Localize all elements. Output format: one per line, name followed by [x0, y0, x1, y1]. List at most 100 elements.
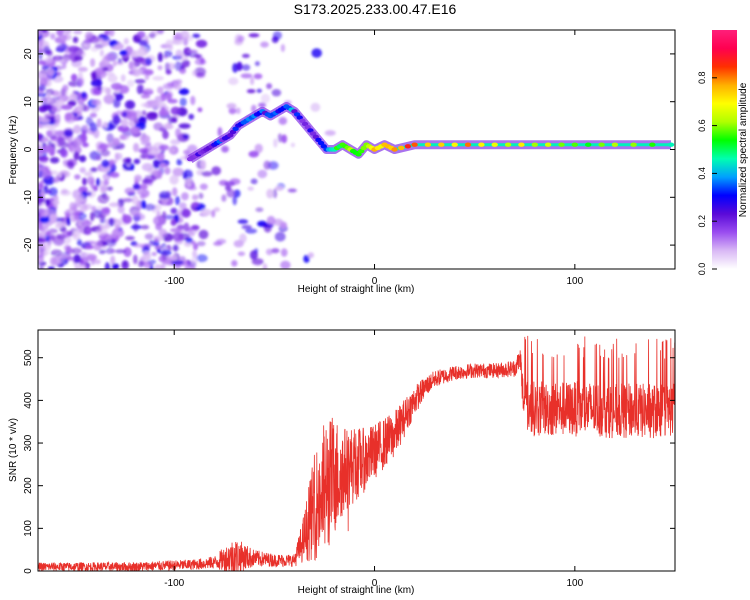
colorbar-gradient — [712, 30, 737, 269]
spectrogram-noise-blob — [228, 107, 237, 115]
spectrogram-noise-blob — [190, 95, 196, 106]
spectrogram-noise-blob — [47, 266, 55, 269]
spectrogram-noise-blob — [49, 213, 57, 223]
signal-track-point — [296, 115, 303, 120]
spectrogram-noise-blob — [50, 249, 63, 257]
spectrogram-noise-blob — [140, 94, 151, 99]
spectrogram-noise-blob — [38, 199, 42, 208]
spectrogram-noise-blob — [280, 248, 288, 257]
spectrogram-noise-blob — [73, 30, 83, 35]
spectrogram-noise-blob — [52, 199, 60, 206]
spectrogram-noise-blob — [236, 61, 243, 71]
spectrogram-noise-blob — [281, 134, 288, 144]
spectrogram-noise-blob — [133, 213, 146, 221]
spectrogram-noise-blob — [38, 30, 42, 37]
spectrogram-noise-blob — [105, 235, 112, 244]
spectrogram-noise-blob — [103, 94, 115, 105]
spectrogram-noise-blob — [267, 161, 279, 170]
spectrogram-noise-blob — [61, 188, 68, 194]
spectrogram-noise-blob — [109, 249, 116, 254]
spectrogram-noise-blob — [71, 247, 82, 255]
spectrogram-noise-blob — [122, 111, 128, 118]
spectrogram-noise-blob — [69, 202, 76, 211]
spectrogram-noise-blob — [100, 149, 111, 157]
spectrogram-noise-blob — [108, 217, 115, 227]
spectrogram-noise-blob — [112, 137, 120, 147]
spectrogram-noise-blob — [170, 227, 182, 233]
x-tick-label: -100 — [164, 578, 184, 589]
spectrogram-noise-blob — [233, 189, 241, 198]
signal-track-point — [451, 142, 458, 147]
signal-track-point — [464, 142, 472, 147]
spectrogram-noise-blob — [163, 214, 176, 220]
y-tick-label: 300 — [23, 434, 34, 451]
spectrogram-signal-track — [187, 102, 675, 163]
spectrogram-noise-blob — [165, 39, 174, 48]
spectrogram-noise-blob — [60, 148, 68, 158]
spectrogram-noise-blob — [122, 214, 132, 224]
spectrogram-noise-blob — [135, 110, 142, 118]
spectrogram-noise-blob — [46, 68, 55, 76]
spectrogram-noise-blob — [133, 158, 141, 165]
spectrogram-noise-blob — [154, 264, 163, 269]
spectrogram-noise-blob — [121, 118, 129, 128]
spectrogram-noise-blob — [97, 194, 110, 204]
spectrogram-noise-blob — [38, 114, 41, 122]
spectrogram-noise-blob — [188, 113, 195, 120]
spectrogram-noise-blob — [38, 208, 47, 216]
spectrogram-noise-blob — [148, 111, 158, 118]
spectrogram-noise-blob — [63, 30, 72, 35]
spectrogram-noise-blob — [92, 185, 98, 192]
spectrogram-noise-blob — [273, 218, 284, 226]
spectrogram-noise-blob — [72, 230, 81, 241]
y-tick-label: 20 — [23, 48, 34, 60]
signal-track-point — [358, 148, 365, 154]
spectrogram-noise-blob — [158, 228, 168, 237]
spectrogram-noise-blob — [81, 129, 87, 139]
spectrogram-noise-blob — [175, 49, 183, 59]
spectrogram-noise-blob — [241, 53, 250, 59]
spectrogram-noise-blob — [162, 83, 175, 90]
spectrogram-noise-blob — [194, 67, 206, 77]
spectrogram-noise-blob — [100, 185, 109, 192]
spectrogram-noise-blob — [211, 209, 216, 218]
signal-track-point — [315, 137, 322, 143]
spectrogram-noise-blob — [141, 163, 154, 172]
spectrogram-noise-blob — [86, 254, 98, 261]
spectrogram-noise-blob — [51, 256, 62, 266]
spectrogram-noise-blob — [157, 169, 163, 180]
spectrogram-noise-blob — [187, 49, 199, 54]
spectrogram-noise-blob — [226, 103, 237, 109]
spectrogram-noise-blob — [172, 244, 179, 252]
spectrogram-noise-blob — [165, 62, 176, 70]
signal-track-point — [299, 118, 306, 124]
spectrogram-noise-blob — [134, 79, 146, 84]
spectrogram-noise-blob — [123, 38, 129, 45]
spectrogram-noise-blob — [140, 200, 146, 209]
spectrogram-noise-blob — [159, 127, 167, 132]
spectrogram-noise-blob — [66, 161, 74, 167]
signal-track-point — [649, 142, 656, 147]
spectrogram-noise-blob — [172, 187, 178, 197]
spectrogram-noise-blob — [90, 167, 98, 173]
spectrogram-noise-blob — [79, 167, 86, 174]
spectrogram-noise-blob — [170, 208, 177, 214]
signal-track-point — [355, 152, 362, 157]
spectrogram-noise-blob — [166, 92, 172, 102]
spectrogram-noise-blob — [133, 142, 140, 153]
spectrogram-noise-blob — [131, 195, 139, 206]
spectrogram-noise-blob — [145, 57, 152, 66]
spectrogram-noise-blob — [168, 45, 174, 51]
spectrogram-noise-blob — [96, 69, 107, 79]
spectrogram-noise-blob — [114, 249, 127, 254]
spectrogram-noise-blob — [90, 58, 96, 67]
spectrogram-noise-blob — [174, 61, 183, 72]
spectrogram-noise-blob — [182, 169, 193, 180]
spectrogram-noise-blob — [190, 257, 198, 265]
spectrogram-noise-blob — [108, 202, 120, 207]
spectrogram-noise-blob — [265, 248, 273, 256]
spectrogram-noise-blob — [78, 212, 87, 221]
